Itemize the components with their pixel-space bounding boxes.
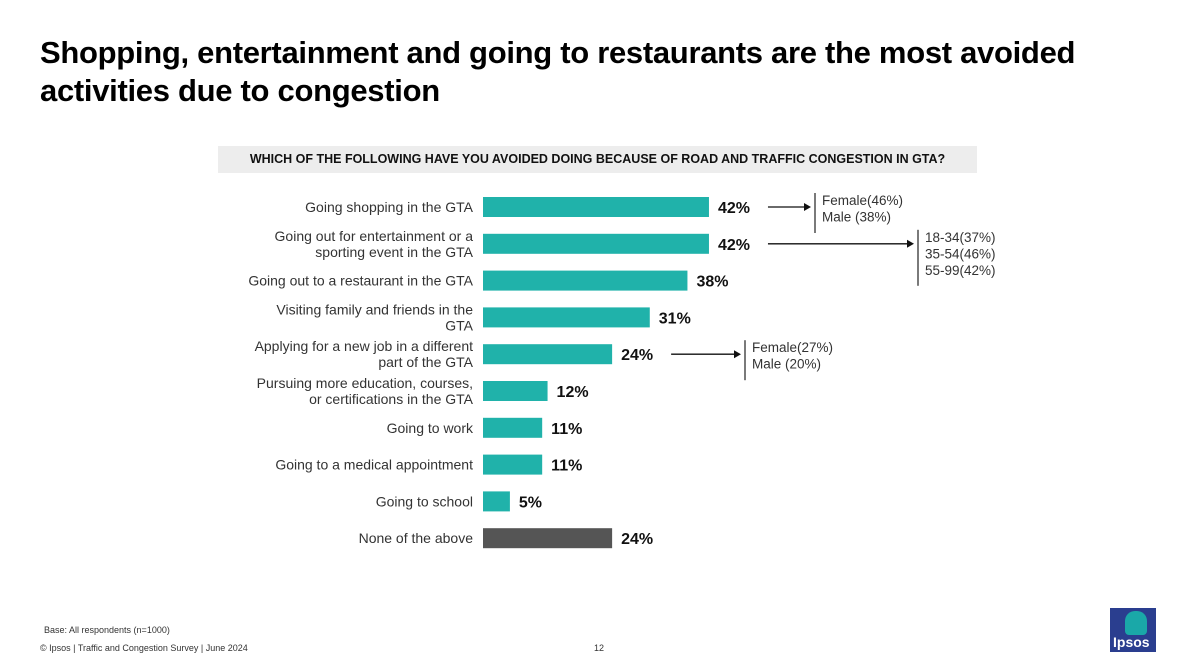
bar (483, 491, 510, 512)
category-label: Going to a medical appointment (275, 457, 473, 473)
category-label: sporting event in the GTA (315, 244, 473, 260)
breakdown-label: 35-54(46%) (925, 246, 996, 261)
category-label: None of the above (359, 530, 474, 546)
footer-source: © Ipsos | Traffic and Congestion Survey … (40, 643, 248, 653)
breakdown-label: 55-99(42%) (925, 263, 996, 278)
breakdown-label: Female(46%) (822, 193, 903, 208)
bar (483, 307, 650, 328)
value-label: 11% (551, 421, 582, 438)
category-label: Pursuing more education, courses, (257, 375, 473, 391)
value-label: 24% (621, 531, 653, 548)
page-number: 12 (594, 643, 605, 653)
value-label: 38% (696, 274, 728, 291)
category-label: Visiting family and friends in the (276, 301, 473, 317)
breakdown-label: Female(27%) (752, 340, 833, 355)
category-label: part of the GTA (378, 354, 473, 370)
logo-head-icon (1125, 611, 1147, 635)
value-label: 5% (519, 494, 542, 511)
ipsos-logo: Ipsos (1110, 608, 1156, 652)
value-label: 24% (621, 347, 653, 364)
category-label: GTA (445, 317, 473, 333)
category-label: Going shopping in the GTA (305, 199, 474, 215)
arrow-head-icon (804, 203, 811, 211)
breakdown-label: 18-34(37%) (925, 230, 996, 245)
value-label: 31% (659, 310, 691, 327)
breakdown-label: Male (20%) (752, 357, 821, 372)
bar (483, 270, 688, 291)
bar (483, 381, 548, 401)
category-label: Going out for entertainment or a (275, 228, 474, 244)
value-label: 11% (551, 458, 582, 475)
bar (483, 417, 543, 438)
slide-title: Shopping, entertainment and going to res… (40, 35, 1076, 108)
question-banner: WHICH OF THE FOLLOWING HAVE YOU AVOIDED … (218, 146, 977, 173)
category-label: or certifications in the GTA (309, 391, 474, 407)
bar (483, 344, 613, 365)
value-label: 12% (557, 384, 589, 401)
bar (483, 197, 709, 217)
breakdown-label: Male (38%) (822, 210, 891, 225)
bar (483, 528, 613, 549)
category-label: Applying for a new job in a different (255, 338, 474, 354)
value-label: 42% (718, 200, 750, 217)
arrow-head-icon (907, 239, 914, 248)
category-label: Going to work (387, 420, 474, 436)
category-label: Going to school (376, 493, 473, 509)
bar (483, 454, 543, 475)
arrow-head-icon (734, 350, 741, 359)
logo-text: Ipsos (1113, 634, 1150, 650)
category-label: Going out to a restaurant in the GTA (248, 273, 473, 289)
bar (483, 233, 709, 254)
base-note: Base: All respondents (n=1000) (44, 625, 170, 635)
value-label: 42% (718, 237, 750, 254)
